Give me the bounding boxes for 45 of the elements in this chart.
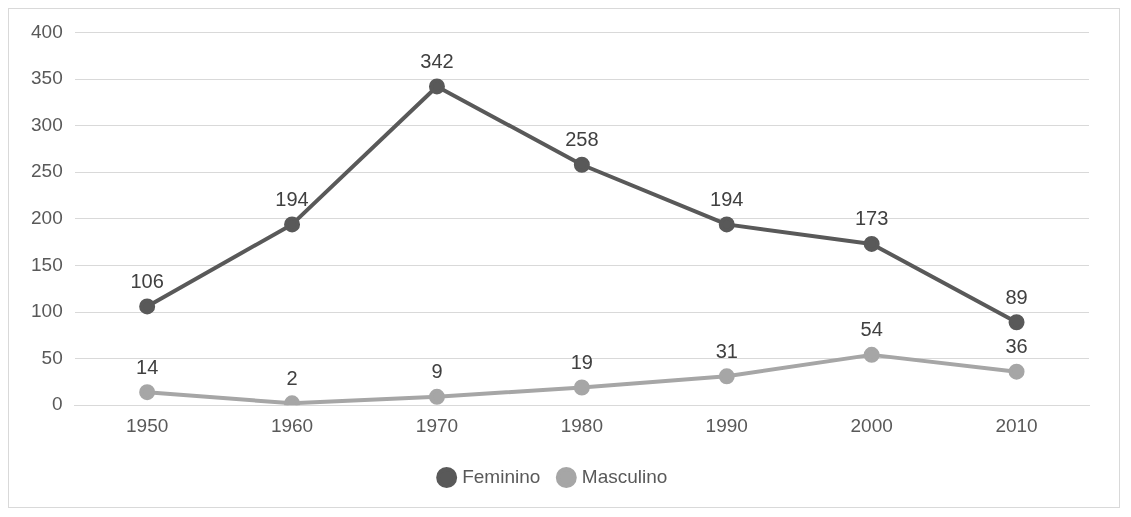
x-tick-label: 1970 <box>415 414 459 436</box>
data-label: 173 <box>854 207 889 230</box>
y-tick-label: 0 <box>52 393 63 415</box>
data-label: 194 <box>710 187 744 210</box>
data-label: 89 <box>1005 285 1028 308</box>
point <box>139 298 156 315</box>
data-label: 54 <box>860 318 883 341</box>
data-label: 258 <box>565 128 599 151</box>
x-tick-label: 2010 <box>995 414 1038 436</box>
point <box>284 216 301 233</box>
data-label: 9 <box>431 360 443 383</box>
point <box>1008 314 1025 331</box>
data-label: 14 <box>136 355 159 378</box>
point <box>428 78 445 95</box>
point <box>863 235 880 252</box>
data-label: 2 <box>286 366 298 389</box>
point <box>139 384 156 401</box>
x-tick-label: 1980 <box>560 414 603 436</box>
point <box>573 156 590 173</box>
legend-label: Feminino <box>462 465 541 487</box>
y-tick-label: 100 <box>31 300 63 322</box>
data-label: 19 <box>570 351 593 374</box>
x-tick-label: 1990 <box>705 414 748 436</box>
point <box>573 379 590 396</box>
point <box>718 216 735 233</box>
data-label: 194 <box>275 187 309 210</box>
data-label: 36 <box>1005 335 1028 358</box>
x-tick-label: 1950 <box>126 414 169 436</box>
y-tick-label: 200 <box>31 207 63 229</box>
x-tick-label: 1960 <box>270 414 314 436</box>
point <box>1008 363 1025 380</box>
point <box>428 388 445 405</box>
data-label: 106 <box>130 269 164 292</box>
y-tick-label: 50 <box>41 346 63 368</box>
point <box>718 368 735 385</box>
y-tick-label: 250 <box>31 160 63 182</box>
data-label: 31 <box>715 339 738 362</box>
x-tick-label: 2000 <box>850 414 893 436</box>
y-tick-label: 300 <box>31 113 63 135</box>
point <box>863 346 880 363</box>
y-tick-label: 400 <box>31 20 63 42</box>
legend-label: Masculino <box>581 465 668 487</box>
y-tick-label: 150 <box>31 253 63 275</box>
y-tick-label: 350 <box>31 67 63 89</box>
data-label: 342 <box>420 49 454 72</box>
